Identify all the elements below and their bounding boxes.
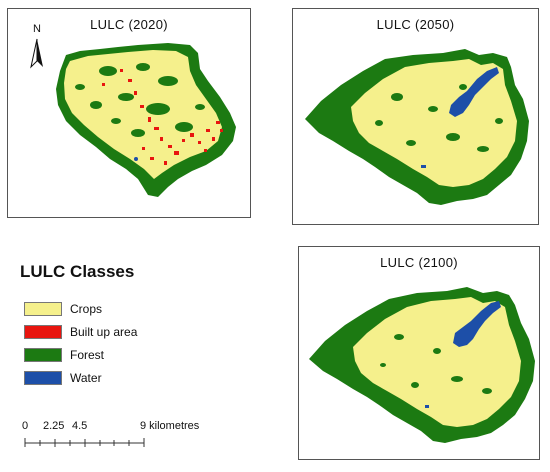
water-reservoir [449, 67, 499, 117]
lulc-map-2050 [305, 49, 529, 205]
north-arrow-label: N [33, 23, 41, 35]
map-title-2100: LULC (2100) [380, 255, 458, 270]
map-panel-2100: LULC (2100) [298, 246, 540, 460]
legend-swatch-water [24, 371, 62, 385]
legend-label-built-up: Built up area [70, 325, 138, 339]
lulc-map-2020 [56, 43, 236, 197]
water-patches [421, 165, 426, 168]
scale-bar-ruler [24, 438, 145, 447]
north-arrow-icon [30, 38, 43, 69]
built-up-patches [102, 69, 223, 165]
scale-label-2-25: 2.25 [43, 420, 65, 432]
legend-swatch-crops [24, 302, 62, 316]
legend-label-crops: Crops [70, 302, 103, 316]
forest-patches [375, 84, 503, 152]
map-title-2020: LULC (2020) [90, 17, 168, 32]
legend: LULC Classes Crops Built up area Forest … [20, 262, 280, 402]
scale-label-0: 0 [22, 420, 29, 432]
scale-label-9km: 9 kilometres [140, 420, 200, 432]
water-patches [425, 405, 429, 408]
map-panel-2050: LULC (2050) [292, 8, 539, 225]
legend-label-water: Water [70, 371, 102, 385]
north-arrow: N [26, 23, 48, 71]
crops-region [64, 50, 222, 179]
crops-region [353, 297, 521, 427]
scale-bar: 0 2.25 4.5 9 kilometres [22, 420, 222, 450]
forest-patches [75, 63, 205, 137]
map-panel-2020: N LULC (2020) [7, 8, 251, 218]
legend-title: LULC Classes [20, 262, 135, 281]
legend-label-forest: Forest [70, 348, 105, 362]
map-title-2050: LULC (2050) [376, 17, 455, 32]
water-reservoir [453, 301, 501, 347]
legend-swatch-built-up [24, 325, 62, 339]
water-patches [134, 157, 138, 161]
forest-patches [380, 334, 492, 394]
scale-label-4-5: 4.5 [72, 420, 88, 432]
legend-swatch-forest [24, 348, 62, 362]
lulc-map-2100 [309, 287, 535, 443]
